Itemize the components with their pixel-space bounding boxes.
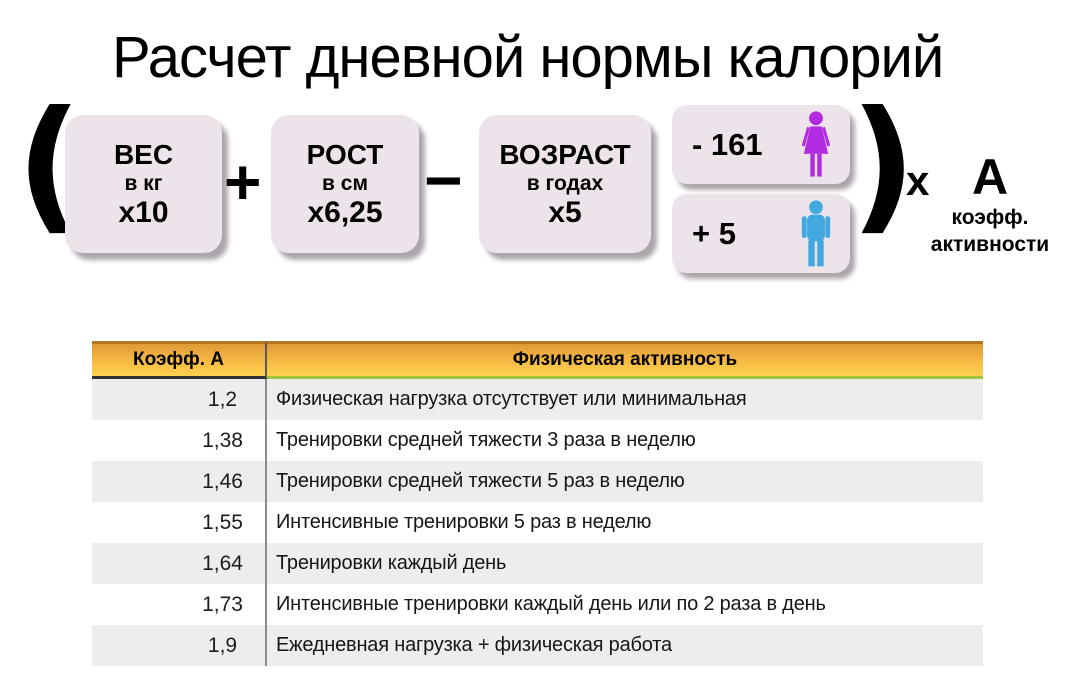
activity-description: Тренировки каждый день — [267, 543, 983, 584]
age-unit: в годах — [526, 171, 604, 195]
table-row: 1,9 Ежедневная нагрузка + физическая раб… — [92, 625, 983, 666]
coeff-value: 1,64 — [92, 543, 267, 584]
table-row: 1,64 Тренировки каждый день — [92, 543, 983, 584]
minus-operator: − — [424, 143, 463, 217]
height-term-box: РОСТ в см х6,25 — [271, 115, 419, 253]
weight-unit: в кг — [124, 171, 163, 195]
male-adjustment-value: + 5 — [692, 215, 736, 251]
male-icon — [796, 199, 836, 268]
table-header-row: Коэфф. А Физическая активность — [92, 341, 983, 379]
weight-label: ВЕС — [113, 138, 174, 170]
female-adjustment-value: - 161 — [692, 126, 763, 162]
female-icon — [796, 110, 836, 179]
coeff-value: 1,2 — [92, 379, 267, 420]
coefficient-label-2: активности — [930, 233, 1050, 257]
age-term-box: ВОЗРАСТ в годах х5 — [479, 115, 651, 253]
coeff-value: 1,46 — [92, 461, 267, 502]
activity-description: Интенсивные тренировки каждый день или п… — [267, 584, 983, 625]
activity-coefficient-table: Коэфф. А Физическая активность 1,2 Физич… — [92, 341, 983, 666]
activity-description: Тренировки средней тяжести 5 раз в недел… — [267, 461, 983, 502]
table-row: 1,46 Тренировки средней тяжести 5 раз в … — [92, 461, 983, 502]
table-row: 1,73 Интенсивные тренировки каждый день … — [92, 584, 983, 625]
female-adjustment-box: - 161 — [672, 105, 850, 184]
height-label: РОСТ — [306, 138, 384, 170]
plus-operator: + — [224, 146, 262, 218]
age-factor: х5 — [548, 195, 582, 229]
male-adjustment-box: + 5 — [672, 194, 850, 273]
coeff-value: 1,38 — [92, 420, 267, 461]
table-row: 1,2 Физическая нагрузка отсутствует или … — [92, 379, 983, 420]
weight-term-box: ВЕС в кг х10 — [65, 115, 222, 253]
activity-description: Тренировки средней тяжести 3 раза в неде… — [267, 420, 983, 461]
page-title: Расчет дневной нормы калорий — [112, 25, 944, 90]
age-label: ВОЗРАСТ — [499, 138, 631, 170]
coefficient-label-1: коэфф. — [951, 206, 1029, 229]
close-parenthesis: ) — [850, 80, 917, 249]
activity-description: Физическая нагрузка отсутствует или мини… — [267, 379, 983, 420]
activity-coefficient: А коэфф. активности — [915, 152, 1065, 256]
multiply-operator: х — [906, 157, 930, 204]
activity-description: Интенсивные тренировки 5 раз в неделю — [267, 502, 983, 543]
weight-factor: х10 — [118, 195, 169, 229]
calorie-formula: ( ВЕС в кг х10 + РОСТ в см х6,25 − ВОЗРА… — [0, 0, 1080, 300]
table-row: 1,55 Интенсивные тренировки 5 раз в неде… — [92, 502, 983, 543]
header-coeff: Коэфф. А — [92, 341, 267, 379]
activity-description: Ежедневная нагрузка + физическая работа — [267, 625, 983, 666]
coefficient-symbol: А — [971, 149, 1009, 205]
height-factor: х6,25 — [307, 195, 383, 229]
header-activity: Физическая активность — [267, 341, 983, 379]
coeff-value: 1,9 — [92, 625, 267, 666]
coeff-value: 1,55 — [92, 502, 267, 543]
coeff-value: 1,73 — [92, 584, 267, 625]
table-row: 1,38 Тренировки средней тяжести 3 раза в… — [92, 420, 983, 461]
height-unit: в см — [322, 171, 368, 195]
